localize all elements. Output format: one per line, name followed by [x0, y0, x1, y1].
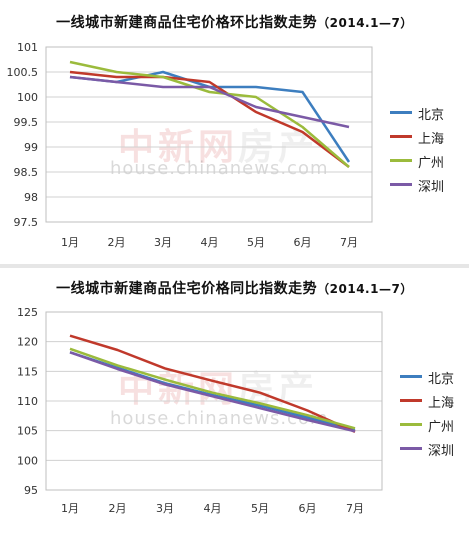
legend-swatch	[390, 159, 412, 162]
chart-title-text: 一线城市新建商品住宅价格环比指数走势	[56, 15, 318, 31]
y-tick-label: 110	[17, 395, 38, 408]
chart-panel-mom: 一线城市新建商品住宅价格环比指数走势（2014.1—7） 中新网房产 house…	[0, 0, 469, 264]
legend-item: 深圳	[390, 176, 469, 195]
x-tick-label: 5月	[247, 236, 265, 249]
x-tick-label: 6月	[294, 236, 312, 249]
series-line-1	[69, 334, 356, 434]
chart-title: 一线城市新建商品住宅价格环比指数走势（2014.1—7）	[0, 12, 469, 32]
chart-separator	[0, 264, 469, 268]
x-tick-label: 7月	[346, 502, 364, 515]
legend-item: 北京	[390, 104, 469, 123]
y-tick-label: 125	[17, 306, 38, 319]
legend-item: 广州	[400, 416, 469, 435]
chart-plot-yoy: 95 100 105 110 115 120 125 1月 2月 3月 4月 5月 6月 7月	[17, 306, 383, 515]
watermark-url: house.chinanews.com	[110, 158, 329, 179]
legend-item: 北京	[400, 368, 469, 387]
legend-label: 深圳	[418, 180, 445, 195]
series-line-1	[69, 70, 350, 168]
chart-plot-mom: 97.5 98 98.5 99 99.5 100 100.5 101 1月 2月 3月 4月 5月 6月 7…	[7, 41, 373, 249]
legend-swatch	[400, 399, 422, 402]
chart-title-text: 一线城市新建商品住宅价格同比指数走势	[56, 281, 318, 297]
x-tick-label: 5月	[251, 502, 269, 515]
y-tick-label: 105	[17, 425, 38, 438]
x-tick-label: 7月	[340, 236, 358, 249]
x-tick-label: 2月	[109, 502, 127, 515]
series-line-2	[69, 60, 350, 168]
chart-date-range: （2014.1—7）	[317, 282, 413, 296]
legend-item: 上海	[400, 392, 469, 411]
x-tick-label: 6月	[299, 502, 317, 515]
y-tick-label: 100.5	[7, 66, 39, 79]
y-tick-label: 98	[24, 191, 38, 204]
series-line-2	[69, 347, 356, 430]
legend-label: 北京	[418, 108, 445, 123]
y-tick-label: 99.5	[14, 116, 39, 129]
x-tick-label: 4月	[204, 502, 222, 515]
x-tick-label: 2月	[108, 236, 126, 249]
legend-label: 北京	[428, 372, 455, 387]
y-tick-label: 99	[24, 141, 38, 154]
y-tick-label: 95	[24, 484, 38, 497]
legend-item: 广州	[390, 152, 469, 171]
chart-panel-yoy: 一线城市新建商品住宅价格同比指数走势（2014.1—7） 中新网房产 house…	[0, 268, 469, 534]
series-line-3	[69, 75, 350, 129]
x-tick-label: 1月	[61, 236, 79, 249]
legend-label: 广州	[418, 156, 445, 171]
x-tick-label: 3月	[154, 236, 172, 249]
series-line-3	[69, 351, 356, 433]
legend-swatch	[400, 423, 422, 426]
legend-swatch	[390, 183, 412, 186]
x-tick-label: 1月	[61, 502, 79, 515]
y-tick-label: 101	[17, 41, 38, 54]
y-tick-label: 100	[17, 91, 38, 104]
y-tick-label: 120	[17, 336, 38, 349]
legend-label: 广州	[428, 420, 455, 435]
legend-label: 上海	[418, 132, 445, 147]
chart-title: 一线城市新建商品住宅价格同比指数走势（2014.1—7）	[0, 278, 469, 298]
legend-label: 上海	[428, 396, 455, 411]
plot-area	[45, 311, 383, 491]
legend-swatch	[400, 447, 422, 450]
plot-area	[45, 46, 373, 223]
x-tick-label: 3月	[156, 502, 174, 515]
y-tick-label: 98.5	[14, 166, 39, 179]
x-tick-label: 4月	[201, 236, 219, 249]
chart-date-range: （2014.1—7）	[317, 16, 413, 30]
legend-item: 上海	[390, 128, 469, 147]
watermark-url: house.chinanews.com	[110, 408, 329, 429]
legend-swatch	[400, 375, 422, 378]
y-tick-label: 115	[17, 365, 38, 378]
legend-swatch	[390, 111, 412, 114]
legend-swatch	[390, 135, 412, 138]
y-tick-label: 100	[17, 454, 38, 467]
y-tick-label: 97.5	[14, 216, 39, 229]
legend-label: 深圳	[428, 444, 455, 459]
legend-item: 深圳	[400, 440, 469, 459]
